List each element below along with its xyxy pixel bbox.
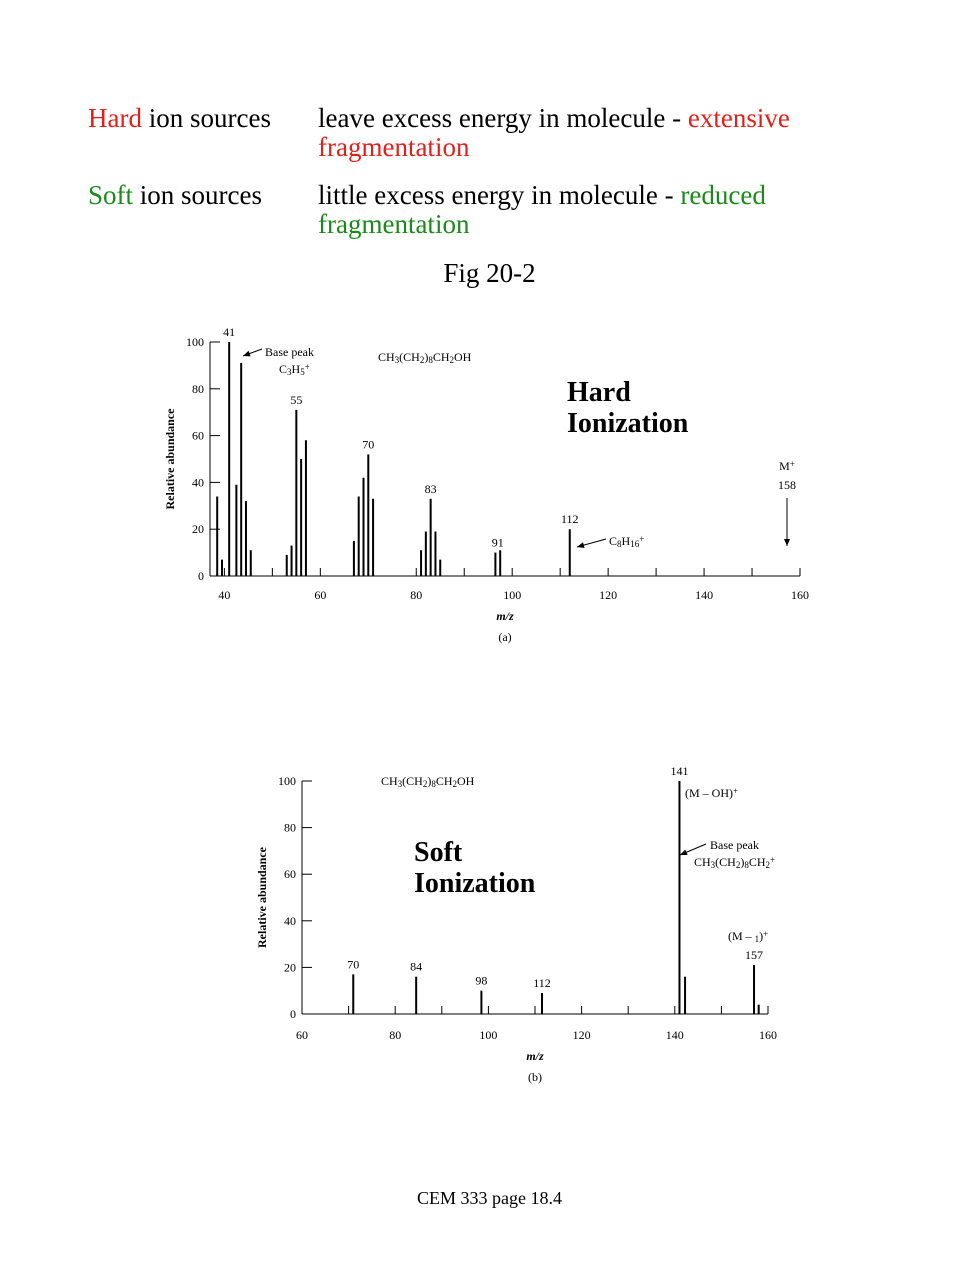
panel-a-peak-label-83: 83 bbox=[425, 482, 437, 496]
panel-b-peak-label-70: 70 bbox=[347, 957, 359, 971]
panel-b-x-tick-label: 100 bbox=[479, 1028, 497, 1042]
panel-b-y-tick-label: 20 bbox=[284, 960, 296, 974]
soft-description: little excess energy in molecule - reduc… bbox=[318, 181, 858, 239]
panel-a-y-tick-label: 40 bbox=[192, 475, 204, 489]
panel-a-peak-label-112: 112 bbox=[561, 512, 579, 526]
panel-a-overlay-title-2: Ionization bbox=[567, 408, 689, 439]
panel-a-x-tick-label: 40 bbox=[218, 588, 230, 602]
panel-b-y-axis-title: Relative abundance bbox=[255, 846, 269, 948]
soft-desc-emph: reduced fragmentation bbox=[318, 180, 766, 239]
panel-b-y-tick-label: 60 bbox=[284, 867, 296, 881]
panel-a-c8-ion-arrow bbox=[576, 538, 607, 549]
hard-keyword: Hard bbox=[88, 103, 142, 133]
panel-b-x-axis-title: m/z bbox=[526, 1049, 544, 1063]
panel-b-base-peak-arrow bbox=[679, 843, 707, 856]
panel-b-y-tick-label: 40 bbox=[284, 914, 296, 928]
panel-a-peak-label-70: 70 bbox=[362, 437, 374, 451]
panel-a-molecular-ion-arrow bbox=[784, 498, 790, 546]
panel-a-base-peak-arrow bbox=[242, 348, 263, 357]
panel-a-x-tick-label: 160 bbox=[791, 588, 809, 602]
panel-a-base-ion-label: C3H5+ bbox=[279, 362, 310, 377]
panel-b-x-tick-label: 120 bbox=[573, 1028, 591, 1042]
soft-term-rest: ion sources bbox=[133, 180, 262, 210]
panel-b-peak-label-84: 84 bbox=[410, 960, 422, 974]
panel-a-peak-label-55: 55 bbox=[290, 393, 302, 407]
panel-a-y-tick-label: 20 bbox=[192, 522, 204, 536]
hard-desc-emph: extensive fragmentation bbox=[318, 103, 790, 162]
panel-a-x-tick-label: 60 bbox=[314, 588, 326, 602]
panel-b-x-tick-label: 140 bbox=[666, 1028, 684, 1042]
panel-b-molecule-formula: CH3(CH2)8CH2OH bbox=[381, 774, 475, 789]
panel-a-c8-ion-label: C8H16+ bbox=[609, 534, 644, 549]
panel-a-x-axis-title: m/z bbox=[496, 609, 514, 623]
panel-b-base-peak-label: Base peak bbox=[710, 838, 759, 852]
panel-a-molecular-ion-label: M+ bbox=[779, 459, 795, 473]
panel-b-peak-label-112: 112 bbox=[533, 976, 551, 990]
panel-a-c8-ion-arrow-head bbox=[577, 542, 585, 549]
panel-a-panel-label: (a) bbox=[498, 630, 511, 644]
panel-b-x-tick-label: 160 bbox=[759, 1028, 777, 1042]
panel-b-x-tick-label: 60 bbox=[296, 1028, 308, 1042]
panel-a-y-axis-title: Relative abundance bbox=[163, 408, 177, 510]
panel-a-molecular-ion-arrow-head bbox=[784, 539, 790, 546]
panel-b-m-minus-oh-label: (M – OH)+ bbox=[685, 786, 738, 800]
panel-b-peak-label-98: 98 bbox=[475, 974, 487, 988]
panel-b-m-minus-1-label: (M – 1)+ bbox=[728, 929, 768, 944]
panel-a-base-peak-arrow-head bbox=[243, 350, 251, 357]
panel-a-overlay-title-1: Hard bbox=[567, 377, 631, 408]
panel-a-x-tick-label: 80 bbox=[410, 588, 422, 602]
panel-a-x-tick-label: 120 bbox=[599, 588, 617, 602]
panel-b-x-tick-label: 80 bbox=[389, 1028, 401, 1042]
panel-b-y-tick-label: 100 bbox=[278, 774, 296, 788]
panel-a-molecule-formula: CH3(CH2)8CH2OH bbox=[378, 350, 472, 365]
panel-a-peak-label-41: 41 bbox=[223, 325, 235, 339]
soft-term: Soft ion sources bbox=[88, 181, 262, 210]
figure-title: Fig 20-2 bbox=[443, 258, 536, 288]
panel-a-y-tick-label: 100 bbox=[186, 335, 204, 349]
hard-term-rest: ion sources bbox=[141, 103, 271, 133]
panel-b-panel-label: (b) bbox=[528, 1070, 542, 1084]
panel-a-base-peak-label: Base peak bbox=[265, 345, 314, 359]
panel-b-peak-label-157: 157 bbox=[745, 948, 763, 962]
panel-b-y-tick-label: 80 bbox=[284, 821, 296, 835]
panel-a-peak-label-91: 91 bbox=[492, 536, 504, 550]
panel-a-x-tick-label: 140 bbox=[695, 588, 713, 602]
panel-b-base-peak-arrow-head bbox=[680, 849, 688, 856]
panel-b-overlay-title-1: Soft bbox=[414, 837, 463, 868]
soft-keyword: Soft bbox=[88, 180, 134, 210]
panel-a-y-tick-label: 0 bbox=[198, 569, 204, 583]
panel-a-x-tick-label: 100 bbox=[503, 588, 521, 602]
panel-a-molecular-ion-mz: 158 bbox=[778, 478, 796, 492]
hard-term: Hard ion sources bbox=[88, 104, 271, 133]
page-footer: CEM 333 page 18.4 bbox=[417, 1188, 562, 1208]
panel-b-y-tick-label: 0 bbox=[290, 1007, 296, 1021]
panel-b-peak-label-141: 141 bbox=[670, 764, 688, 778]
panel-b-base-ion-label: CH3(CH2)8CH2+ bbox=[694, 855, 775, 870]
panel-a-y-tick-label: 60 bbox=[192, 429, 204, 443]
hard-description: leave excess energy in molecule - extens… bbox=[318, 104, 858, 162]
panel-b-overlay-title-2: Ionization bbox=[414, 868, 536, 899]
soft-desc-text: little excess energy in molecule - bbox=[318, 180, 681, 210]
panel-a-y-tick-label: 80 bbox=[192, 382, 204, 396]
hard-desc-text: leave excess energy in molecule - bbox=[318, 103, 688, 133]
